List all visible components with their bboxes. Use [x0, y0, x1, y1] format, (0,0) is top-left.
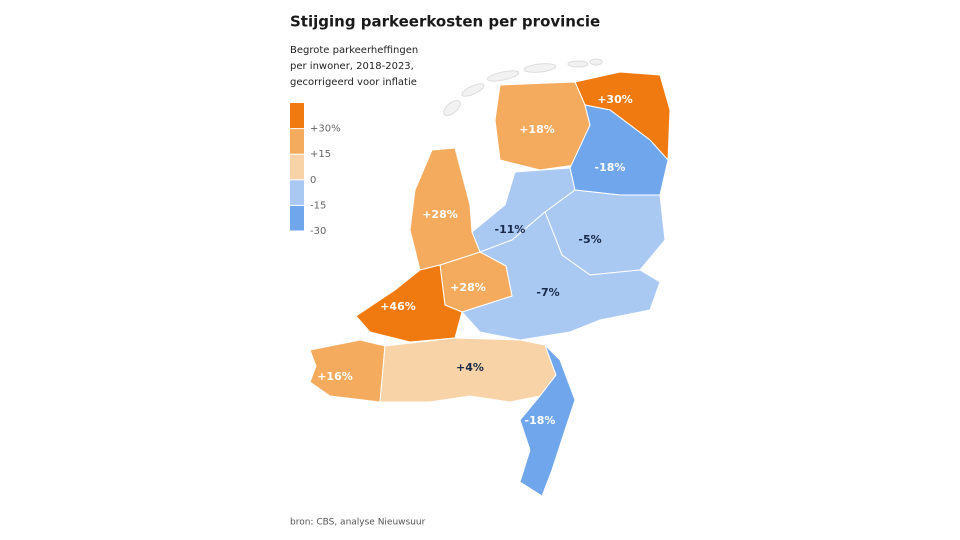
wadden-islands: [443, 58, 603, 116]
subtitle: Begrote parkeerheffingen: [290, 45, 418, 56]
legend-label: -30: [310, 226, 326, 237]
province-label: -5%: [578, 233, 601, 246]
legend-label: -15: [310, 200, 326, 211]
province-label: +18%: [519, 123, 555, 136]
subtitle: per inwoner, 2018-2023,: [290, 61, 414, 72]
province-label: -18%: [525, 414, 556, 427]
province-label: +28%: [450, 281, 486, 294]
legend-swatch: [290, 128, 304, 155]
province-label: +46%: [380, 300, 416, 313]
province-label: +4%: [456, 361, 484, 374]
province-label: +28%: [422, 208, 458, 221]
legend-swatch: [290, 103, 304, 129]
province: [519, 344, 576, 497]
subtitle: gecorrigeerd voor inflatie: [290, 77, 417, 88]
province: [409, 147, 481, 271]
source: bron: CBS, analyse Nieuwsuur: [290, 518, 426, 528]
province: [309, 339, 386, 403]
province-label: -18%: [595, 161, 626, 174]
province: [355, 264, 463, 343]
legend-label: 0: [310, 175, 316, 186]
map-title: Stijging parkeerkosten per provincie: [290, 13, 600, 31]
legend-label: +15: [310, 149, 331, 160]
province-label: -11%: [495, 223, 526, 236]
legend-swatch: [290, 154, 304, 180]
province-label: -7%: [536, 286, 559, 299]
province-label: +16%: [317, 370, 353, 383]
legend-label: +30%: [310, 124, 341, 135]
province-label: +30%: [597, 93, 633, 106]
legend-swatch: [290, 179, 304, 206]
legend-swatch: [290, 205, 304, 231]
